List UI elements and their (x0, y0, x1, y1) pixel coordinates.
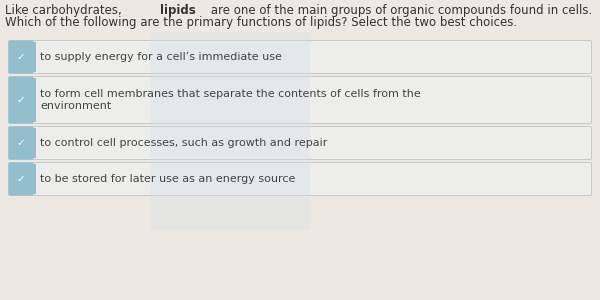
FancyBboxPatch shape (8, 40, 34, 74)
Text: are one of the main groups of organic compounds found in cells.: are one of the main groups of organic co… (206, 4, 592, 17)
Text: to control cell processes, such as growth and repair: to control cell processes, such as growt… (40, 138, 328, 148)
FancyBboxPatch shape (8, 76, 592, 124)
FancyBboxPatch shape (28, 78, 36, 122)
Text: lipids: lipids (160, 4, 196, 17)
FancyBboxPatch shape (28, 128, 36, 158)
Text: to be stored for later use as an energy source: to be stored for later use as an energy … (40, 174, 295, 184)
Text: Which of the following are the primary functions of lipids? Select the two best : Which of the following are the primary f… (5, 16, 517, 29)
FancyBboxPatch shape (8, 76, 34, 124)
Polygon shape (150, 32, 310, 230)
FancyBboxPatch shape (28, 42, 36, 72)
FancyBboxPatch shape (28, 164, 36, 194)
Text: to supply energy for a cell’s immediate use: to supply energy for a cell’s immediate … (40, 52, 282, 62)
Text: Like carbohydrates,: Like carbohydrates, (5, 4, 125, 17)
Text: ✓: ✓ (17, 95, 25, 105)
FancyBboxPatch shape (8, 163, 34, 196)
Text: ✓: ✓ (17, 138, 25, 148)
FancyBboxPatch shape (8, 163, 592, 196)
Text: to form cell membranes that separate the contents of cells from the
environment: to form cell membranes that separate the… (40, 88, 421, 111)
FancyBboxPatch shape (8, 40, 592, 74)
FancyBboxPatch shape (8, 127, 592, 160)
FancyBboxPatch shape (8, 127, 34, 160)
Text: ✓: ✓ (17, 52, 25, 62)
Text: ✓: ✓ (17, 174, 25, 184)
